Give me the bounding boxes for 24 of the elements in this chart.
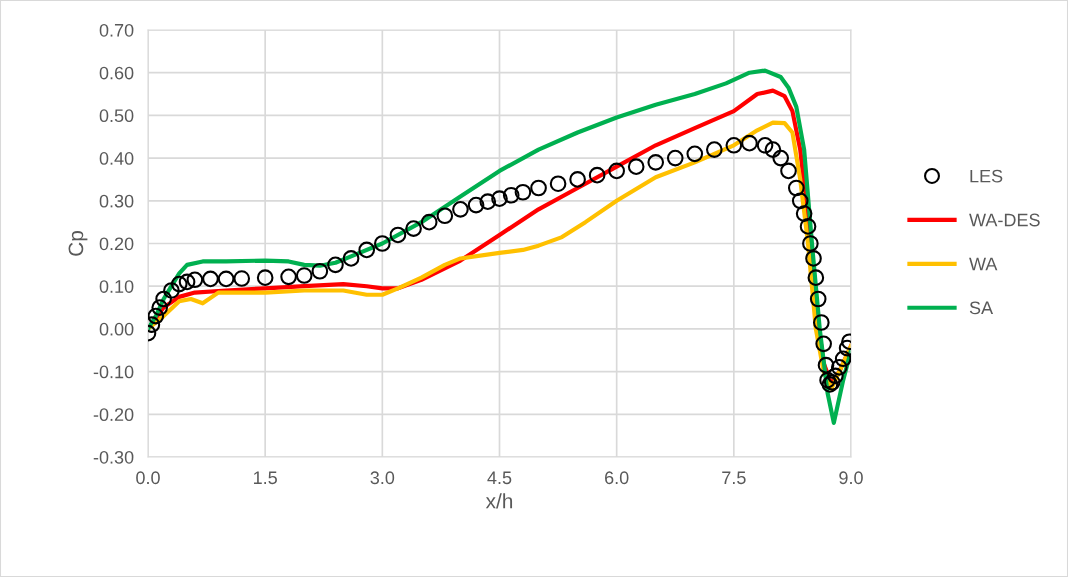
y-tick-label: 0.00 <box>99 322 134 336</box>
x-tick-label: 1.5 <box>253 471 277 485</box>
x-tick-label: 0.0 <box>136 471 160 485</box>
y-tick-label: 0.70 <box>99 23 134 37</box>
y-tick-label: -0.30 <box>93 450 134 464</box>
y-tick-label: 0.20 <box>99 237 134 251</box>
x-tick-label: 6.0 <box>605 471 629 485</box>
y-tick-label: -0.10 <box>93 365 134 379</box>
y-tick-label: 0.30 <box>99 194 134 208</box>
legend-label: WA <box>969 257 998 271</box>
y-tick-label: -0.20 <box>93 408 134 422</box>
y-tick-label: 0.50 <box>99 109 134 123</box>
legend-label: WA-DES <box>969 213 1040 227</box>
legend-label: LES <box>970 169 1003 183</box>
x-tick-label: 7.5 <box>722 471 746 485</box>
y-tick-label: 0.60 <box>99 66 134 80</box>
x-tick-label: 3.0 <box>370 471 395 485</box>
x-tick-label: 9.0 <box>839 471 863 485</box>
y-tick-label: 0.10 <box>99 280 134 293</box>
legend-label: SA <box>969 301 994 315</box>
y-axis-title: Cp <box>68 231 88 256</box>
x-tick-label: 4.5 <box>487 471 512 485</box>
x-axis-title: x/h <box>485 493 513 509</box>
y-tick-label: 0.40 <box>99 152 134 165</box>
